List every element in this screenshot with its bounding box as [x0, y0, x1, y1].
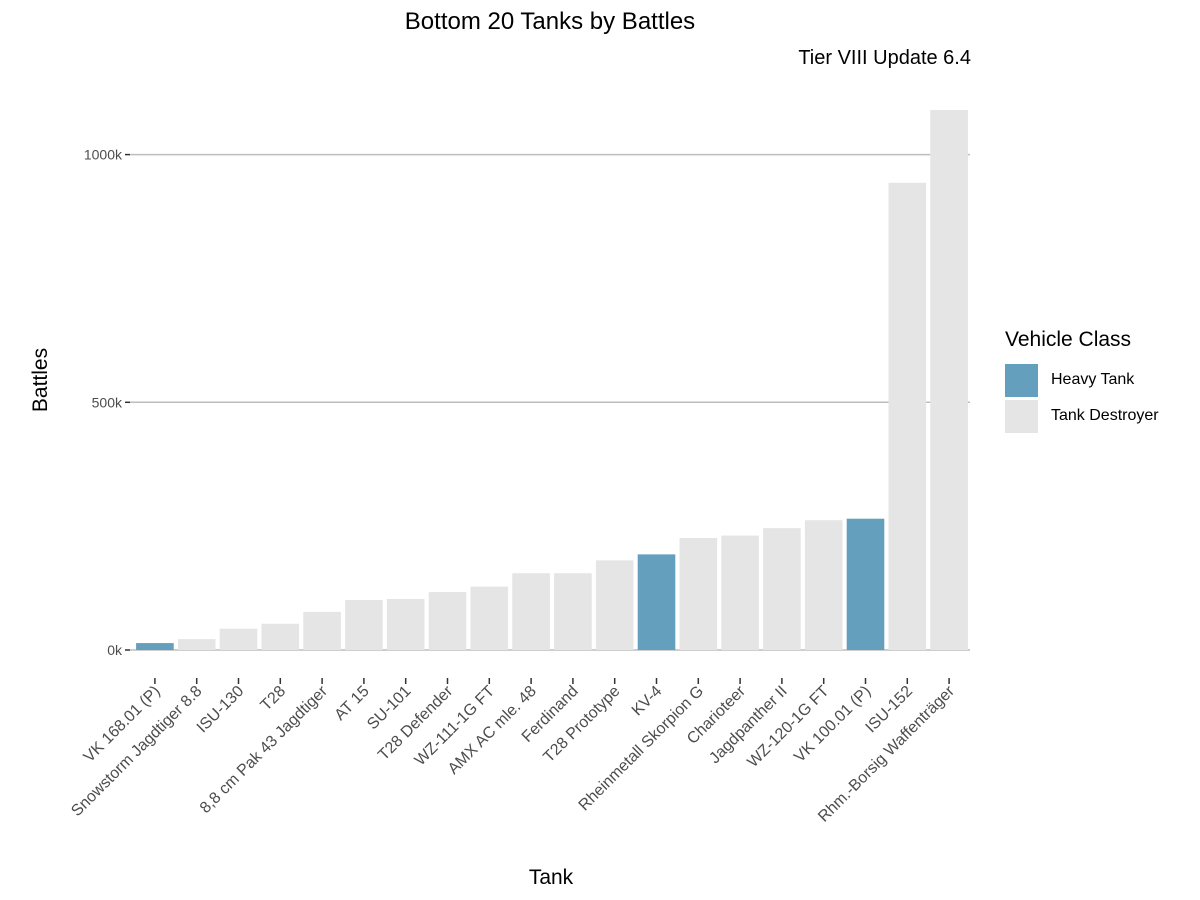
legend-title: Vehicle Class: [1005, 328, 1159, 352]
y-axis-label: Battles: [29, 348, 52, 412]
bar-wz-111-1g-ft: [470, 587, 508, 650]
bar-amx-ac-mle-48: [512, 573, 550, 650]
y-axis: 0k 500k 1000k: [84, 147, 130, 658]
x-tick-label: T28: [258, 683, 290, 715]
x-tick-label: ISU-130: [194, 683, 248, 737]
x-axis-label: Tank: [529, 866, 574, 889]
legend-item-tank-destroyer: Tank Destroyer: [1005, 398, 1159, 434]
bar-vk-168-01-p: [136, 643, 174, 650]
bar-8-8-cm-pak-43-jagdtiger: [303, 612, 341, 650]
legend-item-heavy-tank: Heavy Tank: [1005, 362, 1159, 398]
bar-at-15: [345, 600, 383, 650]
legend-swatch-heavy-tank: [1005, 364, 1038, 397]
x-axis: VK 168.01 (P)Snowstorm Jagdtiger 8.8ISU-…: [68, 678, 958, 826]
bar-t28: [261, 624, 299, 650]
bar-kv-4: [638, 554, 676, 650]
bar-rhm-borsig-waffentr-ger: [930, 110, 968, 650]
bar-t28-defender: [429, 592, 467, 650]
bar-charioteer: [721, 536, 759, 650]
bar-rheinmetall-skorpion-g: [679, 538, 717, 650]
y-tick-label: 500k: [92, 394, 123, 410]
bar-wz-120-1g-ft: [805, 520, 843, 650]
bar-ferdinand: [554, 573, 592, 650]
legend-label-heavy-tank: Heavy Tank: [1051, 371, 1134, 389]
legend-swatch-tank-destroyer: [1005, 400, 1038, 433]
bar-isu-130: [220, 629, 258, 650]
y-tick-label: 1000k: [84, 147, 123, 163]
bars: [136, 110, 968, 650]
bar-snowstorm-jagdtiger-8-8: [178, 639, 216, 650]
x-tick-label: KV-4: [629, 683, 666, 720]
legend: Vehicle Class Heavy Tank Tank Destroyer: [1005, 328, 1159, 434]
x-tick-label: T28 Prototype: [540, 683, 623, 766]
bar-t28-prototype: [596, 560, 634, 650]
legend-label-tank-destroyer: Tank Destroyer: [1051, 407, 1159, 425]
y-tick-label: 0k: [107, 642, 123, 658]
bar-jagdpanther-ii: [763, 528, 801, 650]
bar-isu-152: [888, 183, 926, 650]
gridlines: [130, 155, 970, 650]
bar-su-101: [387, 599, 425, 650]
bar-vk-100-01-p: [847, 519, 885, 650]
